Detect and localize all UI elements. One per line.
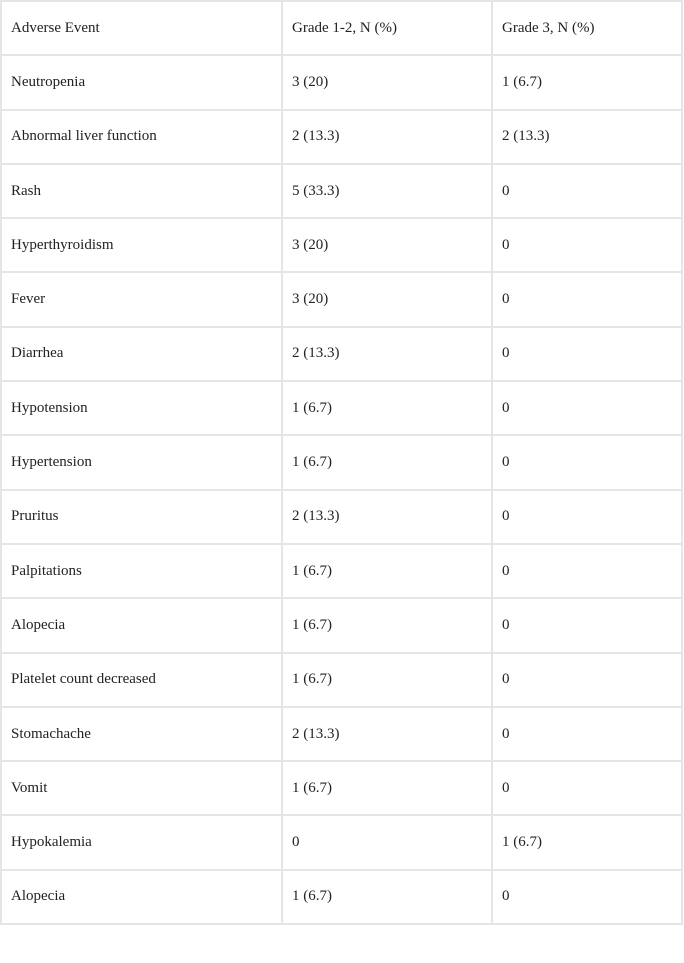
grade-3-cell: 0 bbox=[491, 271, 683, 328]
event-cell: Fever bbox=[0, 271, 283, 328]
event-cell: Pruritus bbox=[0, 488, 283, 545]
header-cell: Adverse Event bbox=[0, 0, 283, 57]
table-row: Rash 5 (33.3) 0 bbox=[0, 162, 683, 220]
event-cell: Vomit bbox=[0, 760, 283, 817]
grade-3-cell: 0 bbox=[491, 651, 683, 708]
grade-3-cell: 2 (13.3) bbox=[491, 108, 683, 165]
table-row: Neutropenia 3 (20) 1 (6.7) bbox=[0, 54, 683, 111]
grade-1-2-cell: 1 (6.7) bbox=[281, 597, 493, 654]
table-row: Hypokalemia 0 1 (6.7) bbox=[0, 814, 683, 871]
grade-1-2-cell: 1 (6.7) bbox=[281, 651, 493, 708]
table-row: Alopecia 1 (6.7) 0 bbox=[0, 868, 683, 926]
grade-1-2-cell: 1 (6.7) bbox=[281, 760, 493, 817]
grade-3-cell: 0 bbox=[491, 380, 683, 437]
header-cell: Grade 3, N (%) bbox=[491, 0, 683, 57]
event-cell: Abnormal liver function bbox=[0, 108, 283, 165]
grade-3-cell: 0 bbox=[491, 542, 683, 600]
event-cell: Alopecia bbox=[0, 597, 283, 654]
table-row: Fever 3 (20) 0 bbox=[0, 271, 683, 328]
event-cell: Hypertension bbox=[0, 434, 283, 491]
grade-3-cell: 0 bbox=[491, 434, 683, 491]
table-row: Diarrhea 2 (13.3) 0 bbox=[0, 325, 683, 383]
event-cell: Platelet count decreased bbox=[0, 651, 283, 708]
event-cell: Stomachache bbox=[0, 705, 283, 763]
grade-3-cell: 0 bbox=[491, 162, 683, 220]
adverse-events-table: Adverse Event Grade 1-2, N (%) Grade 3, … bbox=[0, 0, 683, 926]
grade-3-cell: 1 (6.7) bbox=[491, 54, 683, 111]
grade-1-2-cell: 3 (20) bbox=[281, 217, 493, 274]
grade-3-cell: 0 bbox=[491, 597, 683, 654]
event-cell: Diarrhea bbox=[0, 325, 283, 383]
grade-1-2-cell: 3 (20) bbox=[281, 271, 493, 328]
table-row: Platelet count decreased 1 (6.7) 0 bbox=[0, 651, 683, 708]
grade-1-2-cell: 1 (6.7) bbox=[281, 542, 493, 600]
grade-1-2-cell: 2 (13.3) bbox=[281, 488, 493, 545]
grade-3-cell: 0 bbox=[491, 325, 683, 383]
table-row: Hypotension 1 (6.7) 0 bbox=[0, 380, 683, 437]
grade-1-2-cell: 1 (6.7) bbox=[281, 434, 493, 491]
event-cell: Hypokalemia bbox=[0, 814, 283, 871]
event-cell: Alopecia bbox=[0, 868, 283, 926]
grade-1-2-cell: 2 (13.3) bbox=[281, 325, 493, 383]
grade-1-2-cell: 3 (20) bbox=[281, 54, 493, 111]
grade-1-2-cell: 0 bbox=[281, 814, 493, 871]
grade-3-cell: 0 bbox=[491, 760, 683, 817]
grade-1-2-cell: 2 (13.3) bbox=[281, 705, 493, 763]
event-cell: Neutropenia bbox=[0, 54, 283, 111]
table-row: Alopecia 1 (6.7) 0 bbox=[0, 597, 683, 654]
table-row: Pruritus 2 (13.3) 0 bbox=[0, 488, 683, 545]
grade-3-cell: 1 (6.7) bbox=[491, 814, 683, 871]
grade-1-2-cell: 1 (6.7) bbox=[281, 380, 493, 437]
table-row: Hyperthyroidism 3 (20) 0 bbox=[0, 217, 683, 274]
grade-3-cell: 0 bbox=[491, 488, 683, 545]
grade-1-2-cell: 5 (33.3) bbox=[281, 162, 493, 220]
grade-3-cell: 0 bbox=[491, 705, 683, 763]
table-row: Palpitations 1 (6.7) 0 bbox=[0, 542, 683, 600]
table-row: Abnormal liver function 2 (13.3) 2 (13.3) bbox=[0, 108, 683, 165]
grade-1-2-cell: 2 (13.3) bbox=[281, 108, 493, 165]
event-cell: Rash bbox=[0, 162, 283, 220]
grade-1-2-cell: 1 (6.7) bbox=[281, 868, 493, 926]
table-row: Hypertension 1 (6.7) 0 bbox=[0, 434, 683, 491]
grade-3-cell: 0 bbox=[491, 868, 683, 926]
header-cell: Grade 1-2, N (%) bbox=[281, 0, 493, 57]
event-cell: Palpitations bbox=[0, 542, 283, 600]
table-row: Stomachache 2 (13.3) 0 bbox=[0, 705, 683, 763]
header-row: Adverse Event Grade 1-2, N (%) Grade 3, … bbox=[0, 0, 683, 57]
table-row: Vomit 1 (6.7) 0 bbox=[0, 760, 683, 817]
grade-3-cell: 0 bbox=[491, 217, 683, 274]
event-cell: Hyperthyroidism bbox=[0, 217, 283, 274]
event-cell: Hypotension bbox=[0, 380, 283, 437]
